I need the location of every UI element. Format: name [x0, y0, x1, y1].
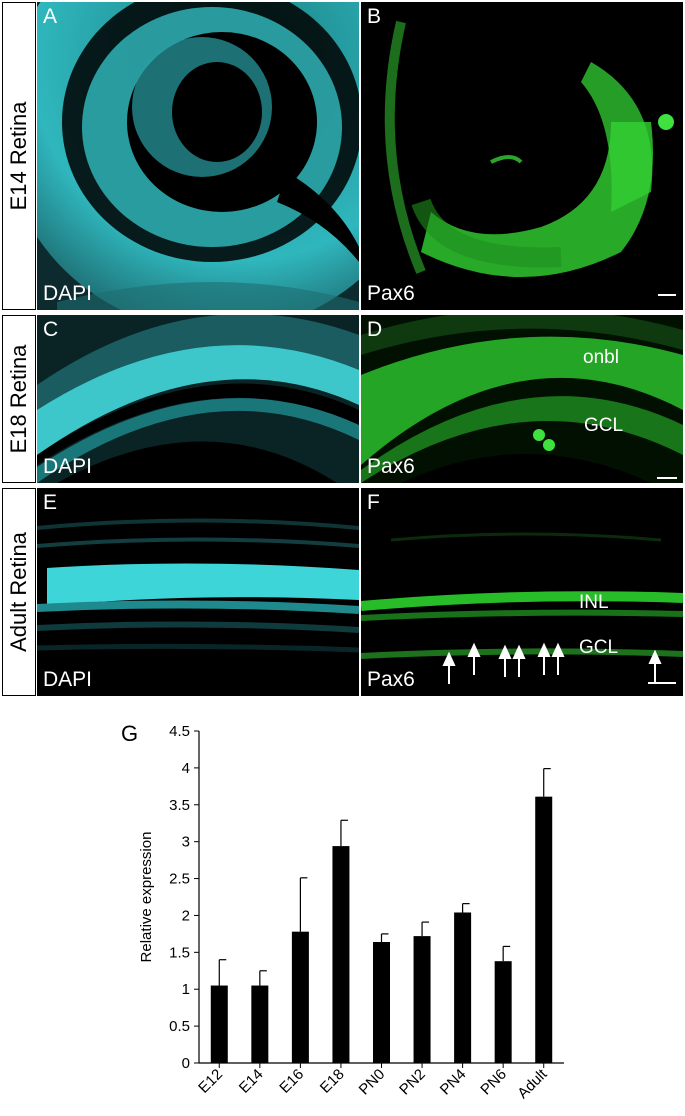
y-tick-label: 2 — [182, 907, 190, 924]
x-tick-label-e12: E12 — [195, 1066, 226, 1097]
panel-e-dapi-image: E DAPI — [37, 488, 359, 696]
arrow-icon — [551, 642, 565, 675]
panel-b-letter: B — [367, 5, 382, 28]
x-tick-label-pn6: PN6 — [477, 1066, 510, 1099]
y-tick-label: 4.5 — [169, 723, 190, 740]
panel-f-stain-label: Pax6 — [367, 668, 415, 691]
panel-d-gcl-label: GCL — [584, 415, 624, 436]
panel-g-letter: G — [121, 721, 139, 746]
panel-f-pax6-image: F Pax6 INL GCL — [361, 488, 683, 696]
bar-pn0 — [373, 942, 390, 1063]
x-tick-label-pn0: PN0 — [356, 1066, 389, 1099]
y-tick-label: 1.5 — [169, 944, 190, 961]
row-label-e14-text: E14 Retina — [6, 101, 31, 211]
panel-f-arrow-overlay — [442, 642, 662, 684]
panel-c-micrograph — [37, 315, 359, 483]
panel-b-pax6-image: B Pax6 — [361, 2, 683, 310]
x-tick-label-e18: E18 — [317, 1066, 348, 1097]
x-tick-label-pn2: PN2 — [396, 1066, 429, 1099]
arrow-icon — [537, 642, 551, 675]
panel-c-stain-label: DAPI — [43, 455, 93, 478]
bar-pn6 — [494, 961, 512, 1063]
panel-f-letter: F — [367, 491, 380, 514]
bar-chart: 0 0.5 1 1.5 2 2.5 3 3.5 4 4.5 Relative expression E… — [138, 723, 564, 1102]
y-tick-label: 0.5 — [169, 1018, 190, 1035]
row-label-adult-text: Adult Retina — [6, 532, 31, 652]
panel-a-micrograph — [37, 2, 359, 310]
row-label-e18-text: E18 Retina — [6, 344, 31, 454]
bar-e18 — [332, 846, 350, 1063]
row-label-adult: Adult Retina — [2, 488, 36, 696]
panel-e-letter: E — [43, 491, 58, 514]
panel-b-stain-label: Pax6 — [367, 282, 415, 305]
panel-d-letter: D — [367, 318, 383, 341]
panel-f-gcl-label: GCL — [579, 637, 619, 658]
panel-b-micrograph — [361, 2, 683, 310]
x-tick-label-e14: E14 — [236, 1066, 267, 1097]
panel-f-micrograph — [361, 488, 683, 696]
arrow-icon — [648, 649, 662, 682]
panel-c-letter: C — [43, 318, 59, 341]
y-tick-label: 3 — [182, 834, 190, 851]
panel-b-scale-bar — [658, 294, 676, 296]
y-tick-label: 2.5 — [169, 871, 190, 888]
row-label-e14: E14 Retina — [2, 2, 36, 310]
bar-e14 — [251, 985, 269, 1063]
bar-adult — [535, 796, 553, 1063]
x-tick-label-pn4: PN4 — [437, 1066, 470, 1099]
x-tick-label-e16: E16 — [276, 1066, 307, 1097]
panel-d-scale-bar — [657, 477, 677, 479]
y-tick-label: 4 — [182, 760, 190, 777]
panel-e-micrograph — [37, 488, 359, 696]
panel-d-stain-label: Pax6 — [367, 455, 415, 478]
panel-f-scale-bar — [648, 682, 676, 684]
y-tick-label: 3.5 — [169, 797, 190, 814]
bar-pn2 — [413, 936, 431, 1063]
panel-d-micrograph — [361, 315, 683, 483]
panel-a-letter: A — [43, 5, 58, 28]
panel-a-dapi-image: A DAPI — [37, 2, 359, 310]
row-label-e18: E18 Retina — [2, 315, 36, 483]
panel-e-stain-label: DAPI — [43, 668, 93, 691]
panel-d-onbl-label: onbl — [583, 347, 619, 368]
arrow-icon — [467, 642, 481, 675]
bar-e16 — [291, 931, 309, 1063]
y-tick-label: 0 — [182, 1055, 190, 1072]
y-tick-label: 1 — [182, 981, 190, 998]
bar-e12 — [210, 985, 228, 1063]
x-tick-label-adult: Adult — [514, 1065, 551, 1102]
bar-pn4 — [454, 912, 472, 1063]
panel-a-stain-label: DAPI — [43, 282, 93, 305]
arrow-icon — [498, 644, 512, 677]
y-axis-label: Relative expression — [138, 832, 155, 963]
panel-f-inl-label: INL — [579, 592, 609, 613]
panel-c-dapi-image: C DAPI — [37, 315, 359, 483]
panel-d-pax6-image: D Pax6 onbl GCL — [361, 315, 683, 483]
arrow-icon — [512, 644, 526, 677]
arrow-icon — [442, 651, 456, 684]
